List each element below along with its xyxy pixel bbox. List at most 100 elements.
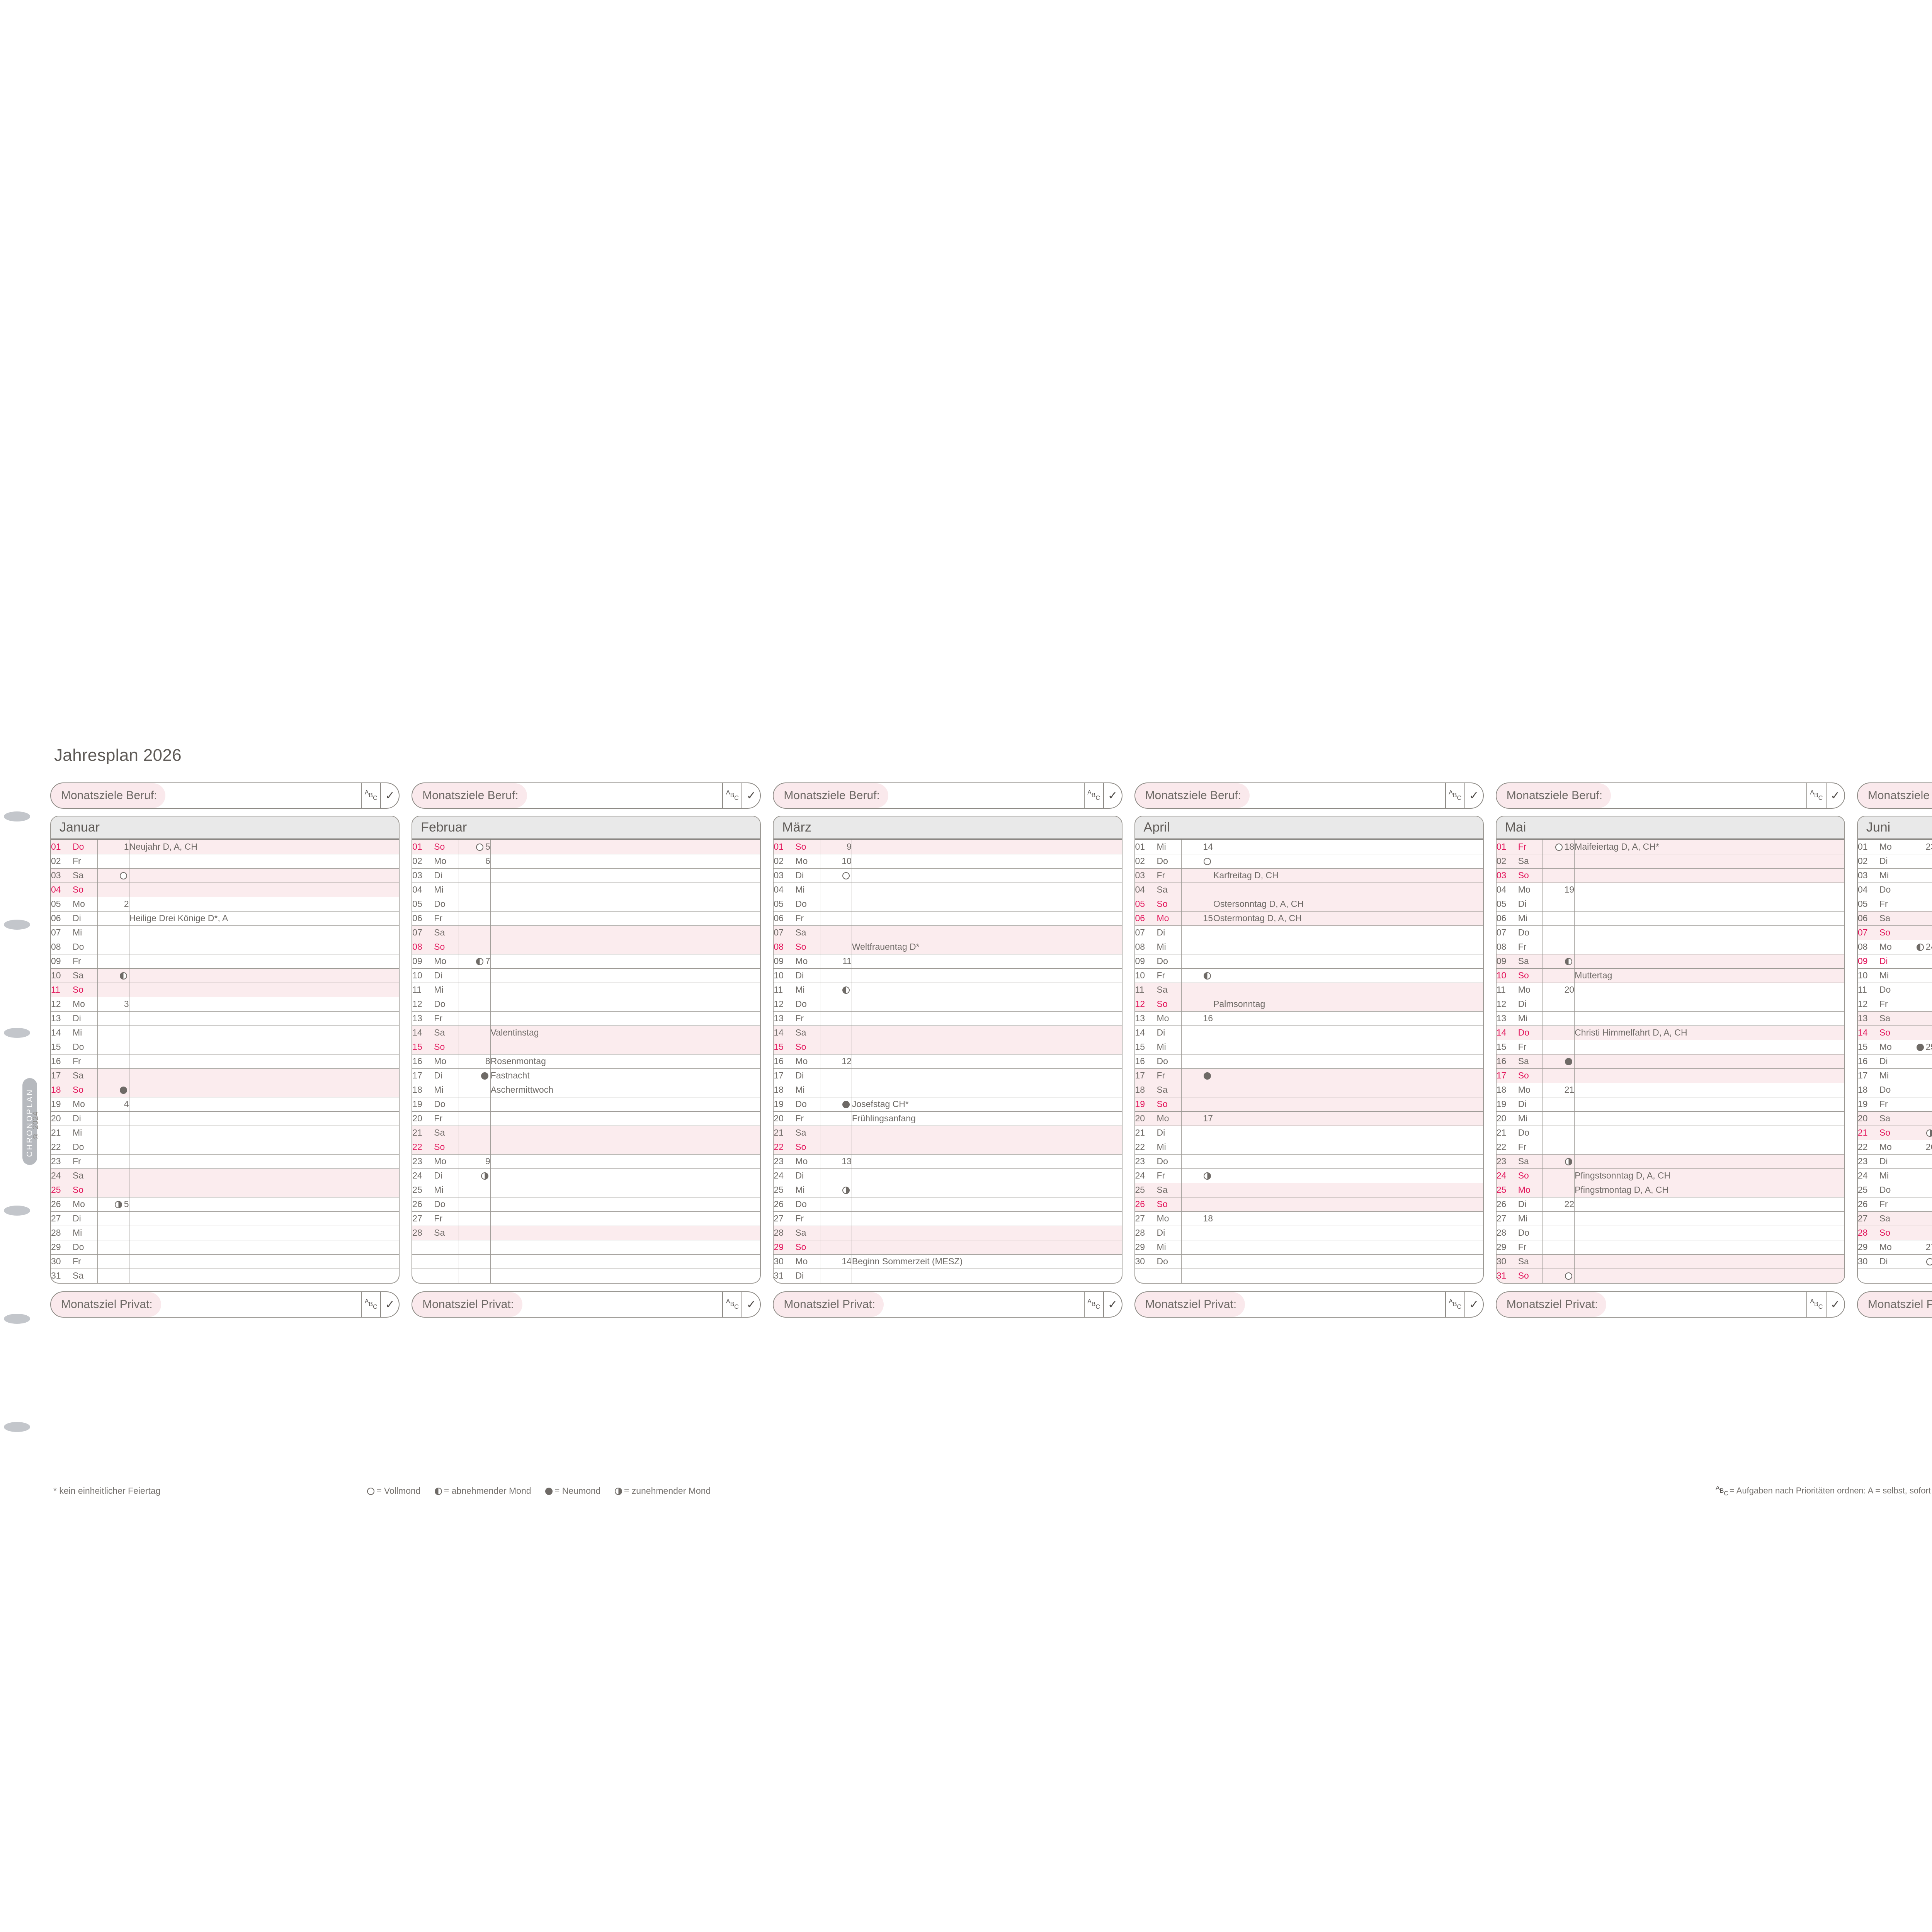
event-note[interactable] — [1213, 840, 1483, 854]
event-note[interactable] — [1574, 925, 1844, 940]
day-row[interactable]: 26 Do — [412, 1197, 760, 1211]
event-note[interactable] — [490, 882, 760, 897]
event-note[interactable] — [852, 854, 1122, 868]
event-note[interactable] — [852, 925, 1122, 940]
day-row[interactable]: 06 Mi — [1496, 911, 1844, 925]
event-note[interactable] — [129, 1082, 399, 1097]
day-row[interactable]: 31 Sa — [51, 1268, 399, 1283]
day-row[interactable]: 10 So Muttertag — [1496, 968, 1844, 983]
day-row[interactable]: 22 So — [774, 1139, 1122, 1154]
priority-abc-button[interactable]: ABC — [361, 1292, 380, 1317]
day-row[interactable]: 02 Sa — [1496, 854, 1844, 868]
day-row[interactable]: 19 Do Josefstag CH* — [774, 1097, 1122, 1111]
goal-input-field[interactable] — [888, 783, 1084, 808]
event-note[interactable] — [1213, 939, 1483, 954]
day-row[interactable]: 09 Fr — [51, 954, 399, 968]
day-row[interactable]: 11 So — [51, 982, 399, 997]
event-note[interactable] — [129, 1240, 399, 1254]
day-row[interactable]: 31 So — [1496, 1268, 1844, 1283]
day-row[interactable]: 17 Mi — [1857, 1068, 1932, 1083]
event-note[interactable] — [1213, 882, 1483, 897]
event-note[interactable] — [852, 1240, 1122, 1254]
event-note[interactable] — [1213, 1054, 1483, 1068]
event-note[interactable] — [852, 1197, 1122, 1211]
event-note[interactable] — [129, 1139, 399, 1154]
event-note[interactable] — [1574, 1082, 1844, 1097]
day-row[interactable]: 27 Di — [51, 1211, 399, 1226]
monthly-goal-work-bar[interactable]: Monatsziele Beruf: ABC✓ — [412, 782, 761, 809]
event-note[interactable] — [1213, 1154, 1483, 1168]
day-row[interactable]: 15 Fr — [1496, 1039, 1844, 1054]
day-row[interactable]: 13 Di — [51, 1011, 399, 1026]
day-row[interactable]: 16 Mo 12 — [774, 1054, 1122, 1068]
goal-input-field[interactable] — [1250, 783, 1445, 808]
event-note[interactable]: Valentinstag — [490, 1025, 760, 1040]
priority-abc-button[interactable]: ABC — [1806, 783, 1826, 808]
day-row[interactable] — [412, 1268, 760, 1283]
priority-abc-button[interactable]: ABC — [722, 783, 742, 808]
priority-abc-button[interactable]: ABC — [1445, 1292, 1464, 1317]
day-row[interactable]: 01 Mi 14 — [1135, 840, 1483, 854]
day-row[interactable]: 20 Mi — [1496, 1111, 1844, 1126]
monthly-goal-private-bar[interactable]: Monatsziel Privat: ABC✓ — [1495, 1291, 1845, 1318]
day-row[interactable]: 19 Di — [1496, 1097, 1844, 1111]
day-row[interactable]: 09 Mo 7 — [412, 954, 760, 968]
day-row[interactable]: 12 Fr — [1857, 997, 1932, 1011]
event-note[interactable] — [490, 911, 760, 925]
event-note[interactable] — [129, 997, 399, 1011]
event-note[interactable] — [490, 1097, 760, 1111]
event-note[interactable]: Aschermittwoch — [490, 1082, 760, 1097]
event-note[interactable] — [129, 939, 399, 954]
event-note[interactable] — [1213, 1240, 1483, 1254]
day-row[interactable]: 02 Fr — [51, 854, 399, 868]
day-row[interactable]: 04DoFronleichnam D*, A, CH* — [1857, 882, 1932, 897]
check-button[interactable]: ✓ — [1464, 783, 1483, 808]
event-note[interactable] — [1574, 911, 1844, 925]
day-row[interactable]: 17 Di — [774, 1068, 1122, 1083]
event-note[interactable] — [490, 1139, 760, 1154]
day-row[interactable]: 23 Fr — [51, 1154, 399, 1168]
event-note[interactable] — [129, 1211, 399, 1226]
day-row[interactable]: 05 Do — [412, 896, 760, 911]
day-row[interactable]: 18 So — [51, 1082, 399, 1097]
event-note[interactable] — [129, 1254, 399, 1269]
event-note[interactable] — [852, 840, 1122, 854]
event-note[interactable] — [129, 854, 399, 868]
event-note[interactable] — [490, 896, 760, 911]
day-row[interactable]: 25 So — [51, 1182, 399, 1197]
day-row[interactable]: 05 Fr — [1857, 896, 1932, 911]
day-row[interactable]: 30 Mo 14 Beginn Sommerzeit (MESZ) — [774, 1254, 1122, 1269]
check-button[interactable]: ✓ — [1825, 1292, 1844, 1317]
event-note[interactable] — [1574, 1240, 1844, 1254]
day-row[interactable]: 06 Sa — [1857, 911, 1932, 925]
day-row[interactable]: 04 Mi — [774, 882, 1122, 897]
day-row[interactable]: 08 So — [412, 939, 760, 954]
day-row[interactable]: 24 Di — [412, 1168, 760, 1183]
day-row[interactable]: 27 Mi — [1496, 1211, 1844, 1226]
event-note[interactable] — [490, 954, 760, 968]
event-note[interactable] — [1213, 925, 1483, 940]
day-row[interactable]: 20 Di — [51, 1111, 399, 1126]
day-row[interactable]: 19 So — [1135, 1097, 1483, 1111]
event-note[interactable] — [1574, 982, 1844, 997]
goal-input-field[interactable] — [161, 1292, 361, 1317]
day-row[interactable]: 22 Do — [51, 1139, 399, 1154]
event-note[interactable] — [490, 982, 760, 997]
event-note[interactable] — [1574, 997, 1844, 1011]
day-row[interactable]: 27 Mo 18 — [1135, 1211, 1483, 1226]
event-note[interactable] — [852, 1225, 1122, 1240]
event-note[interactable]: Karfreitag D, CH — [1213, 868, 1483, 883]
day-row[interactable]: 22 Fr — [1496, 1139, 1844, 1154]
day-row[interactable]: 23 Sa — [1496, 1154, 1844, 1168]
day-row[interactable]: 06 Fr — [412, 911, 760, 925]
day-row[interactable]: 31 Di — [774, 1268, 1122, 1283]
event-note[interactable] — [129, 1268, 399, 1283]
day-row[interactable]: 21 Sa — [412, 1125, 760, 1140]
day-row[interactable] — [412, 1254, 760, 1269]
day-row[interactable]: 01 So 5 — [412, 840, 760, 854]
goal-input-field[interactable] — [1606, 1292, 1806, 1317]
day-row[interactable]: 13 Fr — [412, 1011, 760, 1026]
check-button[interactable]: ✓ — [1103, 1292, 1122, 1317]
event-note[interactable] — [490, 868, 760, 883]
event-note[interactable] — [852, 1268, 1122, 1283]
